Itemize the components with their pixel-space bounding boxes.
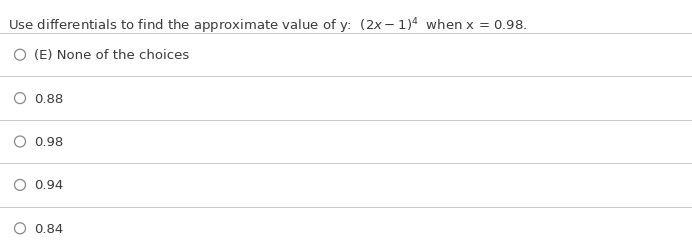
Text: Use differentials to find the approximate value of y:  $(2x - 1)^4$  when x = 0.: Use differentials to find the approximat… <box>8 16 527 36</box>
Text: 0.88: 0.88 <box>34 92 63 105</box>
Text: 0.98: 0.98 <box>34 136 63 148</box>
Text: 0.84: 0.84 <box>34 222 63 235</box>
Text: (E) None of the choices: (E) None of the choices <box>34 49 189 62</box>
Text: 0.94: 0.94 <box>34 179 63 192</box>
